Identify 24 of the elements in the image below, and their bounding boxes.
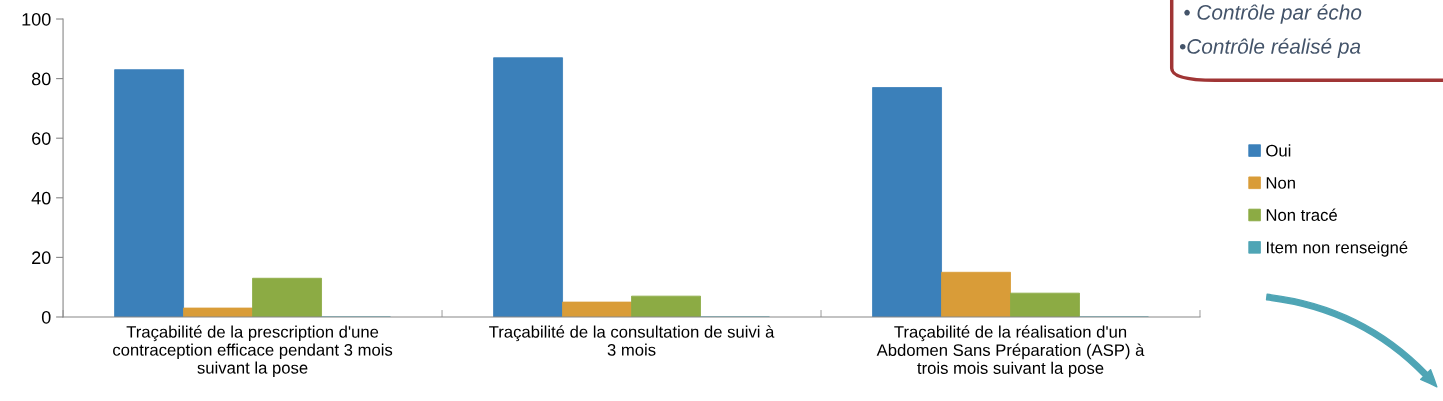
bar: [493, 57, 563, 317]
x-tick-label: Traçabilité de la consultation de suivi à 3 mois: [489, 325, 775, 356]
bar: [1010, 292, 1080, 317]
legend-label: Non: [1266, 177, 1295, 189]
x-tick-label: Traçabilité de la réalisation d'un Abdomen Sans Préparation (ASP) à trois mois suivant la pose: [876, 325, 1145, 378]
y-tick-label: 60: [32, 132, 51, 145]
legend-label: Item non renseigné: [1266, 240, 1408, 257]
y-tick-label: 40: [31, 191, 51, 205]
y-tick-label: 100: [22, 12, 51, 26]
legend-label: Non tracé: [1266, 208, 1337, 221]
y-tick-label: 80: [31, 72, 51, 86]
bar: [114, 69, 184, 317]
bar: [562, 301, 632, 317]
annotation: • Contrôle par écho: [1184, 4, 1362, 24]
bar: [252, 277, 322, 317]
y-tick-label: 20: [32, 251, 51, 265]
annotation: •Contrôle réalisé pa: [1179, 38, 1361, 58]
y-tick-label: 0: [41, 310, 51, 324]
x-tick-label: Traçabilité de la prescription d'une contraception efficace pendant 3 mois suivant la pose: [113, 325, 393, 378]
bar: [631, 295, 701, 317]
legend-label: Oui: [1266, 144, 1291, 157]
bar: [872, 87, 942, 317]
bar: [183, 307, 253, 317]
bar: [941, 271, 1011, 317]
